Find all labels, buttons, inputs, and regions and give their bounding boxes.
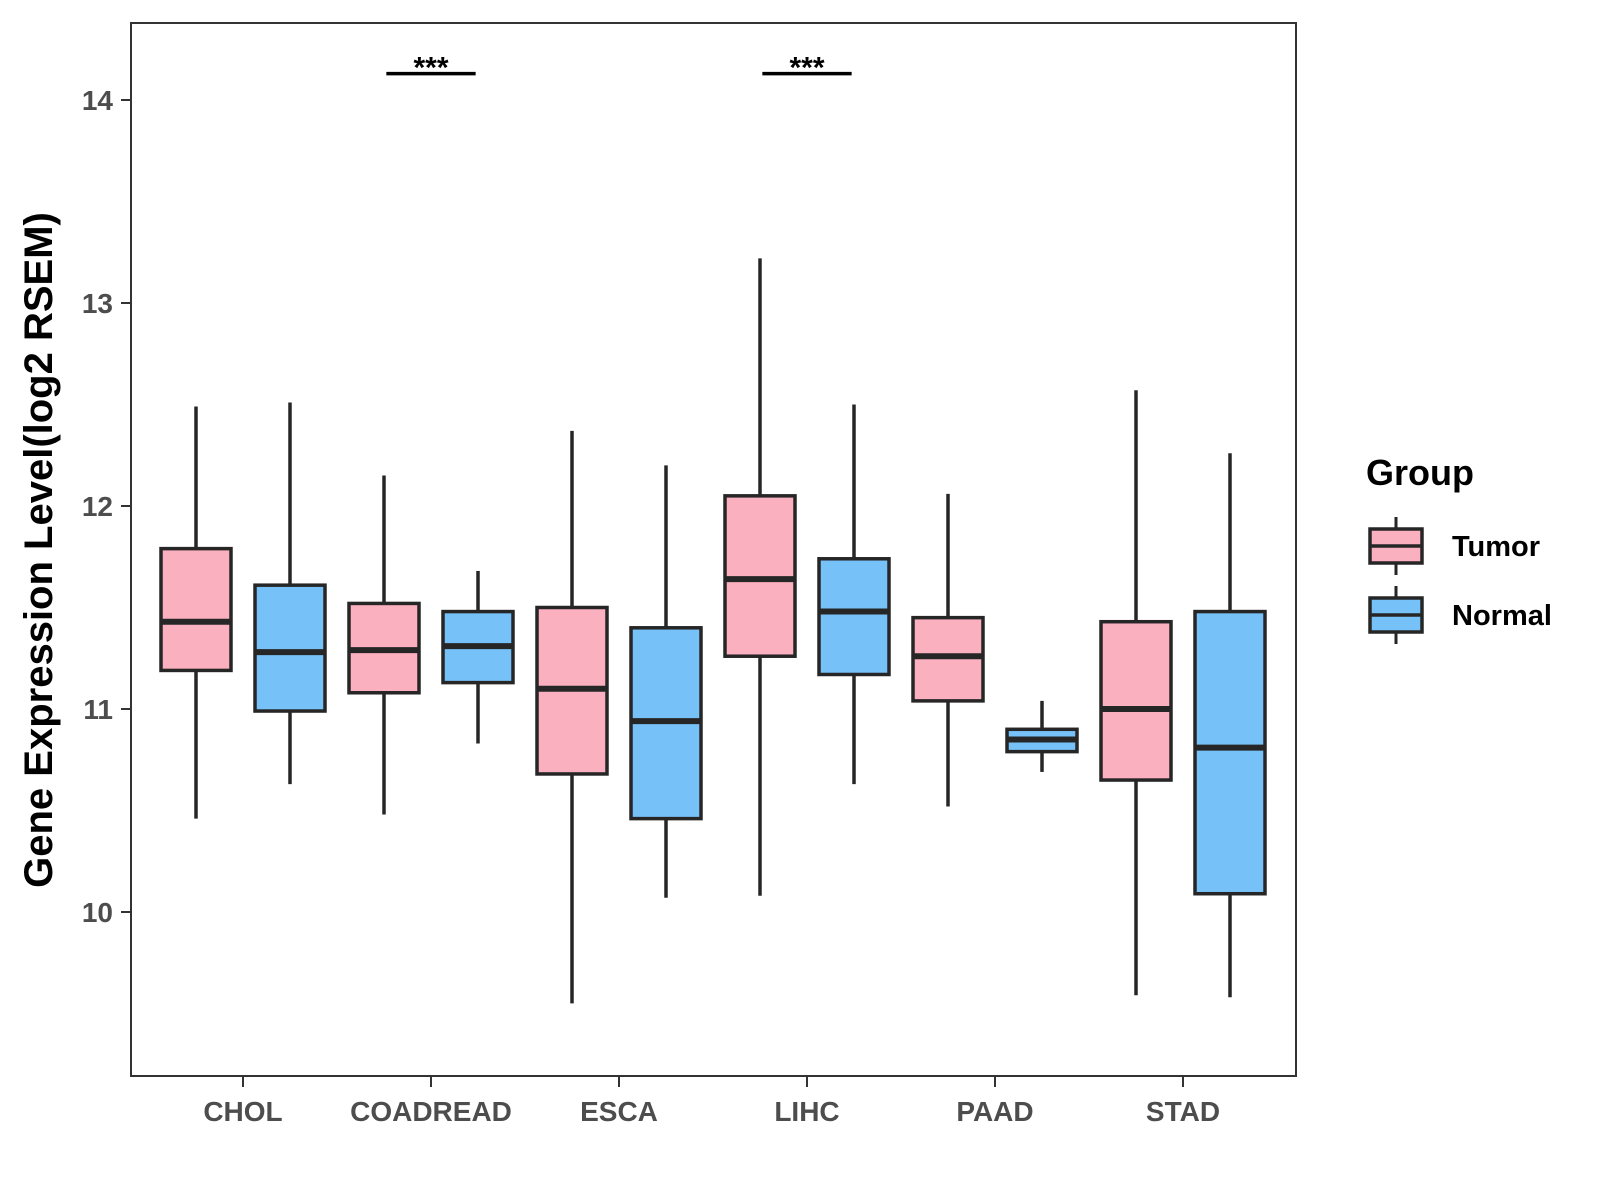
box-tumor-paad [911, 493, 985, 807]
box-iqr [1099, 619, 1173, 782]
box-normal-coadread [441, 570, 515, 744]
box-normal-lihc [817, 404, 891, 785]
legend-label: Normal [1452, 600, 1552, 632]
legend-label: Tumor [1452, 531, 1540, 563]
panel-border [130, 22, 1297, 1077]
x-tick-label: ESCA [580, 1096, 658, 1127]
legend-title: Group [1366, 452, 1474, 493]
y-axis: 10 11 12 13 14 [82, 85, 131, 928]
box-iqr [159, 546, 233, 673]
box-tumor-coadread [347, 475, 421, 815]
legend: Group Tumor Normal [1366, 452, 1552, 644]
x-axis: CHOL COADREAD ESCA LIHC PAAD STAD [203, 1076, 1220, 1127]
y-tick-label: 13 [82, 288, 113, 319]
box-tumor-stad [1099, 390, 1173, 996]
box-tumor-lihc [723, 258, 797, 896]
legend-item-tumor: Tumor [1368, 517, 1540, 575]
plot-area [159, 258, 1267, 1004]
box-iqr [1193, 609, 1267, 896]
x-tick-label: CHOL [203, 1096, 282, 1127]
box-tumor-esca [535, 430, 609, 1004]
significance-label: *** [413, 52, 448, 85]
y-tick-label: 11 [83, 694, 113, 725]
box-iqr [723, 494, 797, 658]
box-iqr [253, 583, 327, 713]
legend-item-normal: Normal [1368, 586, 1552, 644]
x-tick-label: STAD [1146, 1096, 1220, 1127]
box-normal-chol [253, 402, 327, 785]
y-tick-label: 12 [82, 491, 113, 522]
x-tick-label: COADREAD [350, 1096, 512, 1127]
significance-label: *** [789, 52, 824, 85]
box-normal-esca [629, 465, 703, 898]
box-normal-stad [1193, 453, 1267, 998]
y-tick-label: 10 [82, 897, 113, 928]
box-tumor-chol [159, 406, 233, 819]
y-axis-title: Gene Expression Level(log2 RSEM) [17, 212, 61, 888]
box-normal-paad [1005, 700, 1079, 772]
box-iqr [817, 557, 891, 677]
x-tick-label: PAAD [956, 1096, 1033, 1127]
significance-annotations: *** *** [386, 52, 852, 85]
x-tick-label: LIHC [774, 1096, 839, 1127]
box-iqr [911, 615, 985, 703]
y-tick-label: 14 [82, 85, 114, 116]
